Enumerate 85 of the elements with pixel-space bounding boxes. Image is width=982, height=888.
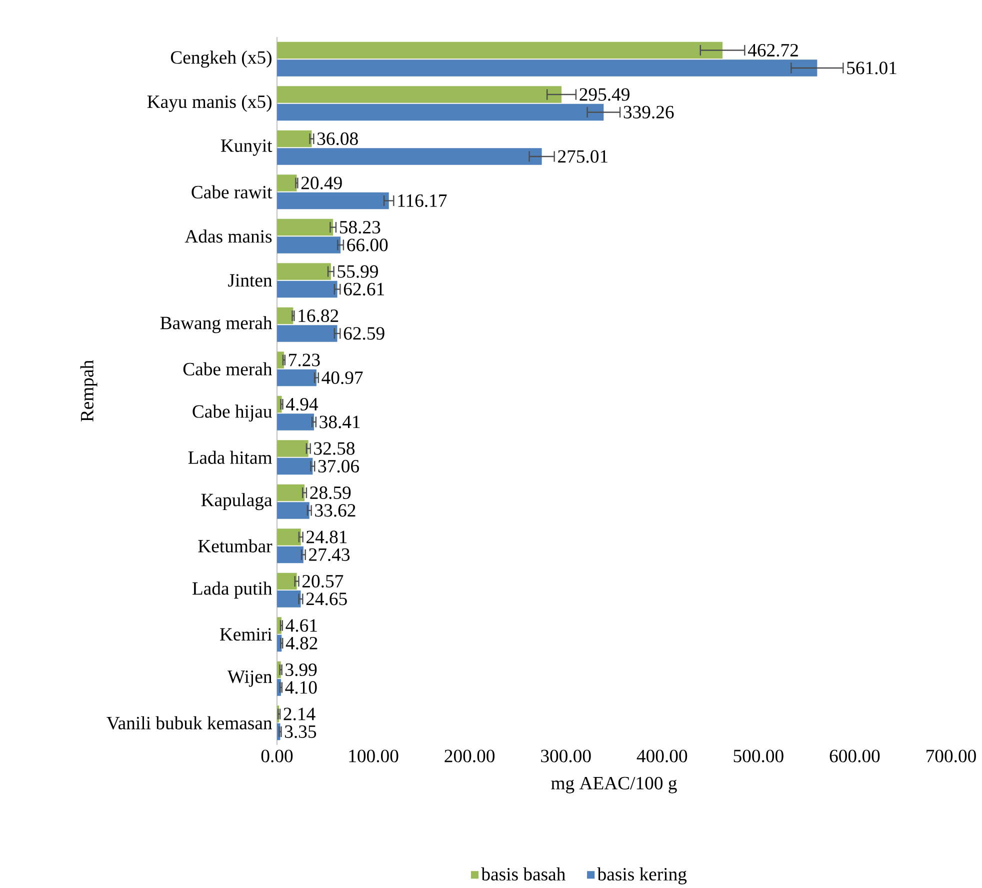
data-label: 116.17 — [398, 194, 447, 208]
data-label: 32.58 — [314, 442, 355, 455]
y-tick-label: Cabe merah — [183, 362, 272, 376]
bar — [277, 590, 301, 608]
bar — [277, 130, 312, 148]
y-tick-label: Ketumbar — [198, 539, 272, 552]
bar — [277, 546, 304, 564]
y-tick-label: Lada putih — [192, 582, 272, 599]
data-label: 58.23 — [340, 220, 380, 234]
data-label: 27.43 — [309, 548, 350, 562]
y-tick-label: Cabe hijau — [192, 404, 272, 422]
bar — [277, 502, 310, 519]
x-tick-label: 700.00 — [926, 750, 976, 762]
x-tick-label: 0.00 — [261, 750, 293, 762]
bar — [277, 369, 316, 386]
x-tick-label: 200.00 — [444, 750, 495, 762]
y-tick-label: Vanili bubuk kemasan — [106, 716, 272, 730]
x-axis-title: mg AEAC/100 g — [551, 776, 677, 794]
data-label: 20.57 — [302, 574, 344, 588]
y-tick-label: Adas manis — [184, 230, 272, 243]
bar — [277, 104, 604, 121]
bar — [277, 263, 331, 280]
y-tick-label: Kunyit — [220, 139, 272, 156]
data-label: 3.35 — [285, 725, 316, 738]
bar — [277, 192, 389, 210]
bar — [277, 42, 723, 59]
data-label: 20.49 — [301, 176, 342, 190]
bar — [277, 307, 294, 324]
data-label: 2.14 — [284, 708, 316, 720]
y-tick-label: Bawang merah — [160, 316, 272, 334]
bar — [277, 440, 308, 457]
bar — [277, 414, 314, 430]
bar — [277, 572, 297, 590]
data-label: 561.01 — [847, 62, 896, 74]
data-label: 40.97 — [322, 371, 363, 384]
data-label: 4.94 — [286, 398, 318, 411]
data-label: 33.62 — [315, 504, 356, 517]
data-label: 36.08 — [318, 132, 358, 146]
bar — [277, 148, 542, 165]
bar — [277, 236, 341, 254]
bar — [277, 86, 562, 103]
data-label: 24.65 — [306, 592, 347, 606]
legend-label: basis kering — [597, 867, 687, 884]
x-tick-label: 600.00 — [830, 750, 880, 762]
y-tick-label: Cabe rawit — [192, 185, 272, 198]
data-label: 295.49 — [580, 88, 630, 101]
data-label: 4.10 — [285, 681, 317, 694]
y-tick-label: Lada hitam — [188, 450, 272, 464]
y-tick-label: Kapulaga — [201, 493, 272, 510]
bar — [277, 528, 301, 546]
legend-label: basis basah — [481, 867, 566, 881]
y-axis-title: Rempah — [80, 360, 98, 422]
x-tick-label: 400.00 — [636, 750, 688, 762]
data-label: 24.81 — [306, 530, 347, 544]
y-tick-label: Kemiri — [220, 628, 272, 641]
bar — [277, 458, 313, 475]
data-label: 55.99 — [338, 265, 378, 278]
y-tick-label: Kayu manis (x5) — [147, 94, 272, 112]
bar — [277, 174, 297, 192]
data-label: 3.99 — [286, 663, 317, 676]
data-label: 4.82 — [286, 636, 318, 650]
data-label: 66.00 — [347, 238, 388, 252]
bar — [277, 280, 338, 298]
y-tick-label: Jinten — [228, 274, 272, 287]
data-label: 339.26 — [624, 106, 674, 119]
data-label: 62.59 — [344, 327, 384, 340]
data-label: 7.23 — [289, 354, 320, 366]
data-label: 4.61 — [286, 619, 317, 632]
data-label: 462.72 — [748, 44, 798, 57]
bar — [277, 218, 334, 236]
y-tick-label: Wijen — [227, 670, 272, 687]
bar — [277, 325, 338, 342]
data-label: 28.59 — [310, 486, 351, 500]
x-tick-label: 500.00 — [734, 750, 784, 762]
data-label: 38.41 — [320, 416, 360, 428]
bar — [277, 352, 284, 368]
bar — [277, 484, 305, 502]
x-tick-label: 300.00 — [541, 750, 591, 762]
y-tick-label: Cengkeh (x5) — [170, 50, 272, 68]
data-label: 37.06 — [318, 460, 359, 473]
bar — [277, 60, 818, 76]
data-label: 16.82 — [298, 309, 338, 322]
data-label: 62.61 — [344, 282, 384, 296]
data-label: 275.01 — [558, 150, 608, 163]
x-tick-label: 100.00 — [349, 750, 398, 762]
